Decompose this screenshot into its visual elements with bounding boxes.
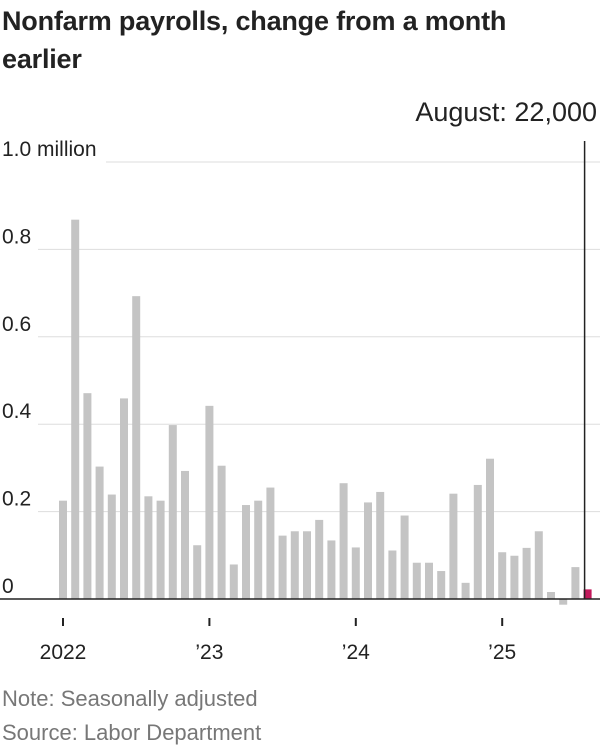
annotation-label: August: 22,000 <box>415 97 597 127</box>
bar <box>266 487 275 599</box>
bar <box>339 483 348 599</box>
bar <box>205 405 214 599</box>
footnotes: Note: Seasonally adjusted Source: Labor … <box>2 682 261 750</box>
payrolls-bar-chart: 1.0 million 0.8 0.6 0.4 0.2 0 2022 ’23 ’24 ’25 A… <box>0 97 600 664</box>
bar <box>71 219 80 599</box>
y-axis-labels: 1.0 million 0.8 0.6 0.4 0.2 0 <box>2 138 97 598</box>
bar <box>351 547 360 599</box>
bar <box>315 519 324 599</box>
bar <box>449 493 458 599</box>
y-tick-label: 0.2 <box>2 488 31 511</box>
note: Note: Seasonally adjusted <box>2 686 258 711</box>
x-tick-label: ’23 <box>195 641 223 664</box>
bar <box>486 458 494 599</box>
bar <box>510 555 519 599</box>
bar <box>217 465 226 599</box>
bar <box>120 398 128 599</box>
bar <box>290 531 299 599</box>
bar <box>534 531 543 599</box>
bar <box>242 505 250 599</box>
bar <box>571 567 580 599</box>
y-tick-label: 0.4 <box>2 400 32 423</box>
gridlines <box>38 161 600 513</box>
bar <box>229 564 238 599</box>
y-tick-label: 1.0 million <box>2 138 97 161</box>
bar <box>83 393 92 599</box>
y-tick-label: 0.6 <box>2 313 31 336</box>
source: Source: Labor Department <box>2 720 262 745</box>
bar <box>400 515 409 599</box>
x-tick-label: ’24 <box>342 641 370 664</box>
bar <box>425 562 433 599</box>
bar <box>559 599 568 605</box>
bars <box>59 219 592 605</box>
y-tick-label: 0.8 <box>2 225 31 248</box>
bar <box>473 484 482 599</box>
bar <box>144 496 153 599</box>
y-tick-label: 0 <box>2 575 14 598</box>
bar <box>95 466 104 599</box>
bar <box>59 500 67 599</box>
bar <box>327 540 336 599</box>
bar <box>376 491 385 599</box>
bar <box>412 562 421 599</box>
bar-highlight <box>583 589 592 599</box>
bar <box>168 425 177 599</box>
bar <box>437 571 446 599</box>
x-tick-label: ’25 <box>488 641 516 664</box>
bar <box>107 494 116 599</box>
bar <box>278 535 287 599</box>
bar <box>388 550 397 599</box>
bar <box>132 296 141 599</box>
bar <box>193 545 202 599</box>
bar <box>303 531 311 599</box>
bar <box>522 547 531 599</box>
bar <box>181 470 189 599</box>
x-axis: 2022 ’23 ’24 ’25 <box>40 618 516 664</box>
x-tick-label: 2022 <box>40 641 87 664</box>
bar <box>156 500 165 599</box>
bar <box>461 582 470 599</box>
bar <box>547 592 555 599</box>
bar <box>254 500 263 599</box>
bar <box>498 552 507 599</box>
bar <box>364 502 372 599</box>
chart-title: Nonfarm payrolls, change from a month ea… <box>2 6 507 74</box>
